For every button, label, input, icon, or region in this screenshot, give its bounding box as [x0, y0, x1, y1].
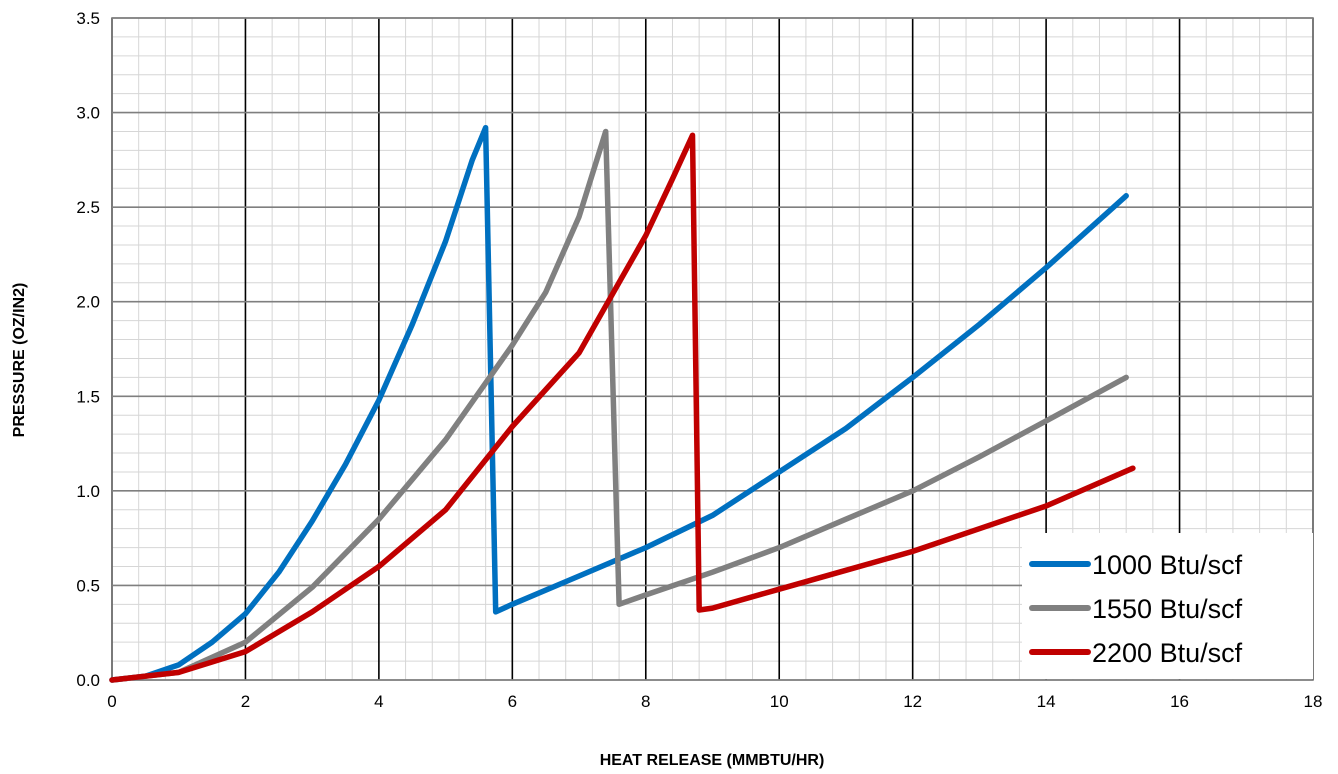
legend-label-2200: 2200 Btu/scf: [1092, 638, 1243, 668]
legend-label-1550: 1550 Btu/scf: [1092, 594, 1243, 624]
series-line-1000: [109, 124, 1129, 683]
y-axis-title: PRESSURE (OZ/IN2): [11, 283, 28, 438]
x-tick-label: 10: [770, 692, 789, 711]
x-tick-label: 8: [641, 692, 650, 711]
x-tick-label: 4: [374, 692, 383, 711]
y-tick-label: 3.0: [76, 104, 100, 123]
x-tick-label: 2: [241, 692, 250, 711]
plot-border: [111, 17, 1314, 681]
y-tick-label: 0.0: [76, 671, 100, 690]
x-axis-title: HEAT RELEASE (MMBTU/HR): [600, 752, 825, 769]
y-tick-label: 1.5: [76, 387, 100, 406]
series-line-1550: [109, 128, 1129, 683]
plot-area: [111, 17, 1314, 681]
y-tick-label: 2.5: [76, 198, 100, 217]
x-tick-label: 0: [107, 692, 116, 711]
y-tick-label: 2.0: [76, 293, 100, 312]
x-tick-label: 14: [1037, 692, 1056, 711]
legend: 1000 Btu/scf 1550 Btu/scf 2200 Btu/scf: [1022, 533, 1313, 679]
legend-label-1000: 1000 Btu/scf: [1092, 550, 1243, 580]
y-tick-label: 1.0: [76, 482, 100, 501]
y-tick-label: 3.5: [76, 9, 100, 28]
series-line-2200: [109, 132, 1136, 683]
x-tick-label: 6: [508, 692, 517, 711]
x-tick-label: 12: [903, 692, 922, 711]
y-tick-label: 0.5: [76, 576, 100, 595]
series-lines: [109, 124, 1136, 683]
x-tick-label: 16: [1170, 692, 1189, 711]
x-tick-label: 18: [1304, 692, 1323, 711]
y-tick-labels: 0.0 0.5 1.0 1.5 2.0 2.5 3.0 3.5: [76, 9, 100, 690]
x-tick-labels: 0 2 4 6 8 10 12 14 16 18: [107, 692, 1322, 711]
